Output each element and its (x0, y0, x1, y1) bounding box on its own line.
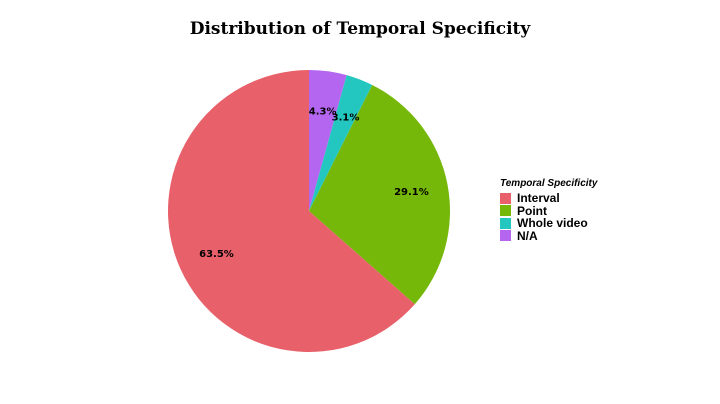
legend: Temporal Specificity Interval Point Whol… (500, 178, 597, 242)
legend-swatch-interval (500, 192, 511, 204)
legend-title: Temporal Specificity (500, 178, 598, 189)
legend-item-whole-video: Whole video (500, 217, 597, 230)
pie-label-na: 4.3% (309, 106, 337, 117)
legend-label-interval: Interval (517, 191, 560, 206)
pie-slice-whole-video (309, 75, 373, 211)
legend-item-point: Point (500, 205, 597, 218)
legend-label-point: Point (517, 203, 547, 218)
pie-slice-na (309, 70, 347, 211)
pie-label-whole-video: 3.1% (332, 112, 360, 123)
legend-label-whole-video: Whole video (517, 216, 588, 231)
pie-label-interval: 63.5% (199, 249, 234, 260)
pie-label-point: 29.1% (394, 187, 429, 198)
pie-slice-interval (167, 70, 415, 353)
legend-swatch-whole-video (500, 217, 511, 229)
legend-swatch-point (500, 205, 511, 217)
chart-title: Distribution of Temporal Specificity (189, 19, 531, 39)
legend-label-na: N/A (517, 228, 538, 243)
legend-item-na: N/A (500, 230, 597, 243)
legend-swatch-na (500, 230, 511, 242)
pie-slice-point (309, 84, 450, 305)
legend-item-interval: Interval (500, 192, 597, 205)
